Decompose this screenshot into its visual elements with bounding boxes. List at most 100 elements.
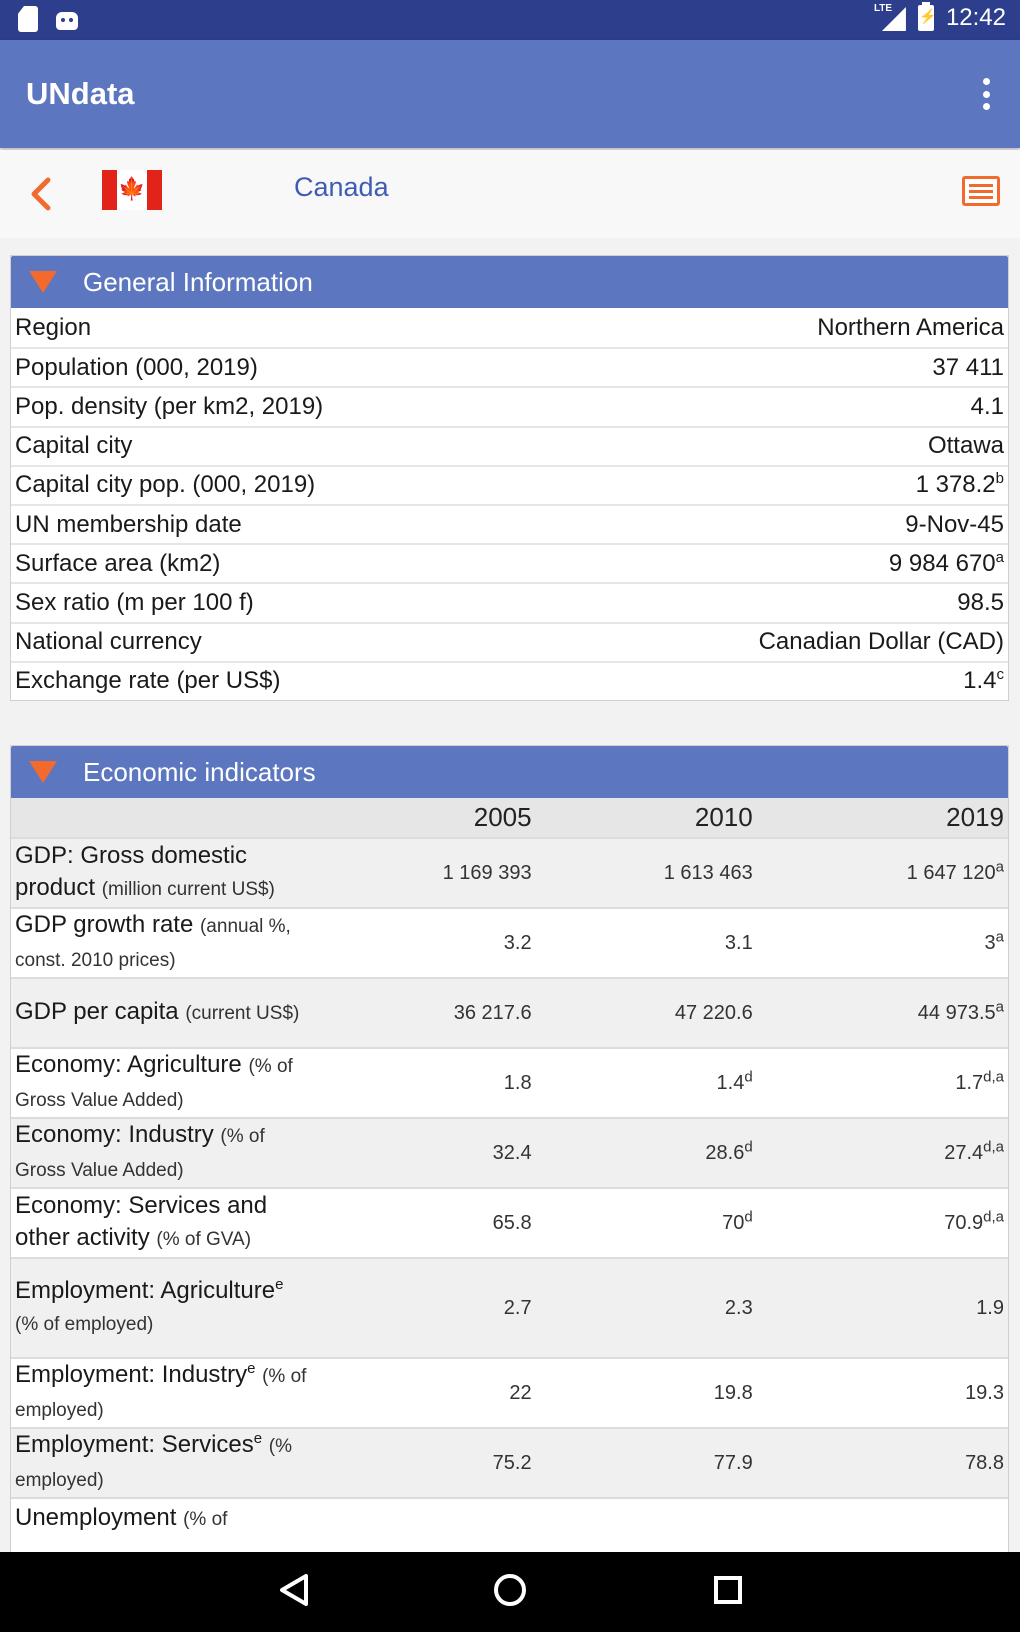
table-row: GDP: Gross domestic product (million cur…	[11, 837, 1008, 908]
value-2019: 27.4d,a	[756, 1117, 1008, 1188]
indicator-label: Employment: Industrye (% of employed)	[11, 1357, 315, 1428]
card-title: Economic indicators	[83, 756, 316, 787]
economic-indicators-card: Economic indicators 2005 2010 2019 GDP: …	[10, 745, 1009, 1552]
collapse-triangle-icon[interactable]	[29, 271, 57, 293]
value-2010: 2.3	[535, 1257, 757, 1358]
info-row: Region Northern America	[11, 308, 1008, 347]
indicator-label: Employment: Agriculturee (% of employed)	[11, 1257, 315, 1358]
info-value: Canadian Dollar (CAD)	[758, 628, 1004, 656]
general-information-card: General Information Region Northern Ameri…	[10, 255, 1009, 701]
app-title: UNdata	[26, 76, 135, 111]
year-header: 2019	[756, 798, 1008, 838]
app-bar: UNdata	[0, 40, 1020, 148]
value-2019: 78.8	[756, 1427, 1008, 1498]
info-label: Region	[15, 313, 92, 341]
general-info-list: Region Northern America Population (000, 2…	[11, 308, 1008, 700]
value-2005: 32.4	[314, 1117, 536, 1188]
value-2019: 1.9	[756, 1257, 1008, 1358]
indicator-label: GDP per capita (current US$)	[11, 977, 315, 1048]
indicator-label: GDP growth rate (annual %, const. 2010 p…	[11, 907, 315, 978]
info-row: Exchange rate (per US$) 1.4c	[11, 660, 1008, 700]
table-row: Economy: Services and other activity (% …	[11, 1187, 1008, 1258]
battery-charging-icon	[917, 2, 936, 31]
indicator-label: Economy: Industry (% of Gross Value Adde…	[11, 1117, 315, 1188]
info-value: 1 378.2b	[915, 470, 1004, 499]
info-label: Population (000, 2019)	[15, 353, 258, 381]
value-2019: 19.3	[756, 1357, 1008, 1428]
info-row: Surface area (km2) 9 984 670a	[11, 543, 1008, 582]
value-2005: 75.2	[314, 1427, 536, 1498]
info-value: 9 984 670a	[888, 548, 1004, 577]
overflow-menu-icon[interactable]	[980, 78, 992, 110]
value-2019	[756, 1497, 1008, 1538]
indicator-label: Economy: Agriculture (% of Gross Value A…	[11, 1047, 315, 1118]
info-value: 4.1	[970, 392, 1004, 420]
sd-card-icon	[18, 6, 38, 32]
indicator-label: Unemployment (% of	[11, 1497, 315, 1538]
value-2010: 77.9	[535, 1427, 757, 1498]
nav-back-icon[interactable]	[278, 1572, 310, 1608]
value-2010: 1 613 463	[535, 837, 757, 908]
info-row: UN membership date 9-Nov-45	[11, 503, 1008, 543]
country-name: Canada	[294, 172, 389, 202]
table-row: Employment: Servicese (% employed) 75.2 77…	[11, 1427, 1008, 1498]
value-2019: 3a	[756, 907, 1008, 978]
value-2005: 1 169 393	[314, 837, 536, 908]
info-row: National currency Canadian Dollar (CAD)	[11, 621, 1008, 661]
back-chevron-icon[interactable]	[22, 172, 62, 216]
info-row: Capital city pop. (000, 2019) 1 378.2b	[11, 464, 1008, 504]
card-title: General Information	[83, 266, 313, 297]
signal-icon: LTE	[874, 3, 906, 31]
value-2005: 1.8	[314, 1047, 536, 1118]
table-row: Economy: Agriculture (% of Gross Value A…	[11, 1047, 1008, 1118]
value-2019: 70.9d,a	[756, 1187, 1008, 1258]
info-row: Population (000, 2019) 37 411	[11, 347, 1008, 386]
android-debug-icon	[56, 6, 78, 30]
info-value: 9-Nov-45	[905, 510, 1004, 538]
system-nav-bar	[0, 1552, 1020, 1632]
year-header: 2005	[314, 798, 536, 838]
info-value: 37 411	[932, 353, 1004, 381]
value-2005: 3.2	[314, 907, 536, 978]
info-label: Capital city pop. (000, 2019)	[15, 471, 316, 499]
info-value: Ottawa	[927, 432, 1004, 460]
nav-home-icon[interactable]	[494, 1574, 526, 1606]
value-2005: 36 217.6	[314, 977, 536, 1048]
indicator-label: Employment: Servicese (% employed)	[11, 1427, 315, 1498]
table-row: GDP per capita (current US$) 36 217.6 47 2…	[11, 977, 1008, 1048]
info-label: Exchange rate (per US$)	[15, 667, 281, 695]
table-row: Employment: Agriculturee (% of employed)…	[11, 1257, 1008, 1358]
info-label: Surface area (km2)	[15, 549, 221, 577]
info-value: Northern America	[817, 313, 1004, 341]
year-header: 2010	[535, 798, 757, 838]
value-2005: 65.8	[314, 1187, 536, 1258]
status-bar: LTE 12:42	[0, 0, 1020, 40]
indicator-label: GDP: Gross domestic product (million cur…	[11, 837, 315, 908]
value-2019: 1 647 120a	[756, 837, 1008, 908]
info-value: 1.4c	[963, 666, 1004, 695]
table-row: Unemployment (% of	[11, 1497, 1008, 1538]
value-2010: 1.4d	[535, 1047, 757, 1118]
value-2005: 22	[314, 1357, 536, 1428]
value-2010: 19.8	[535, 1357, 757, 1428]
value-2019: 1.7d,a	[756, 1047, 1008, 1118]
status-time: 12:42	[945, 4, 1006, 31]
collapse-triangle-icon[interactable]	[29, 761, 57, 783]
info-row: Capital city Ottawa	[11, 425, 1008, 465]
info-label: Pop. density (per km2, 2019)	[15, 392, 324, 420]
info-row: Sex ratio (m per 100 f) 98.5	[11, 582, 1008, 621]
table-row: Economy: Industry (% of Gross Value Adde…	[11, 1117, 1008, 1188]
value-2010: 28.6d	[535, 1117, 757, 1188]
value-2010: 70d	[535, 1187, 757, 1258]
info-label: Sex ratio (m per 100 f)	[15, 588, 254, 616]
nav-recents-icon[interactable]	[714, 1576, 742, 1604]
info-label: UN membership date	[15, 510, 242, 538]
list-view-icon[interactable]	[962, 176, 1000, 206]
indicator-label: Economy: Services and other activity (% …	[11, 1187, 315, 1258]
table-row: Employment: Industrye (% of employed) 22 1…	[11, 1357, 1008, 1428]
general-information-header[interactable]: General Information	[11, 256, 1008, 308]
value-2005	[314, 1497, 536, 1538]
info-row: Pop. density (per km2, 2019) 4.1	[11, 386, 1008, 425]
table-row: GDP growth rate (annual %, const. 2010 p…	[11, 907, 1008, 978]
economic-indicators-header[interactable]: Economic indicators	[11, 746, 1008, 798]
